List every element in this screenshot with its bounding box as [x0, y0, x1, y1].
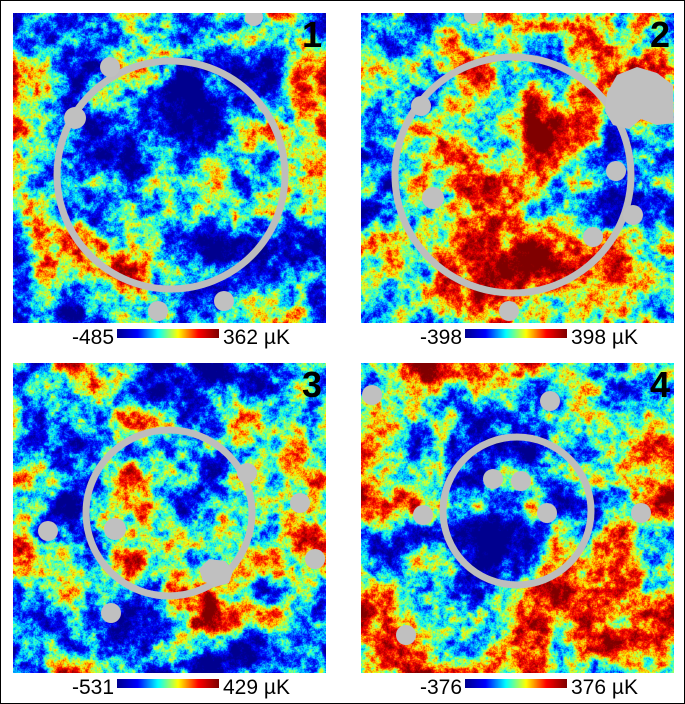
point-source-mask [606, 161, 626, 181]
panel-number: 4 [649, 364, 670, 405]
point-source-mask [237, 463, 257, 483]
colorbar-max-label: 398 µK [571, 326, 638, 349]
point-source-mask [64, 107, 86, 129]
point-source-mask [362, 385, 382, 405]
point-source-mask [537, 503, 557, 523]
point-source-mask [290, 493, 310, 513]
colorbar-gradient [117, 679, 219, 688]
colorbar-max-label: 376 µK [571, 676, 638, 699]
ring-outline [391, 53, 635, 297]
temperature-field [361, 363, 674, 673]
colorbar-min-label: -531 [71, 676, 114, 699]
colorbar-gradient [117, 329, 219, 338]
point-source-mask [245, 13, 263, 26]
ring-outline [439, 433, 595, 589]
point-source-mask [623, 205, 643, 225]
map-panel-2: 2 -398 398 µK [361, 13, 681, 351]
ring-outline [82, 426, 256, 600]
ring-outline [53, 57, 289, 293]
point-source-mask [583, 227, 603, 247]
temperature-map: 4 [361, 363, 674, 673]
galactic-mask-region [605, 67, 674, 129]
temperature-map: 2 [361, 13, 674, 323]
map-panel-4: 4 -376 376 µK [361, 363, 681, 701]
point-source-mask [411, 96, 431, 116]
mask-overlay [362, 385, 651, 645]
point-source-mask [305, 549, 325, 569]
point-source-mask [540, 391, 560, 411]
panel-number: 1 [301, 14, 322, 55]
point-source-mask [413, 505, 433, 525]
point-source-mask [631, 503, 651, 523]
map-panel-3: 3 -531 429 µK [13, 363, 333, 701]
point-source-mask [104, 518, 126, 540]
point-source-mask [199, 559, 233, 587]
map-panel-1: 1 -485 362 µK [13, 13, 333, 351]
colorbar: -531 429 µK [13, 673, 326, 701]
temperature-map: 3 [13, 363, 326, 673]
mask-overlay [53, 13, 289, 321]
colorbar-min-label: -376 [419, 676, 462, 699]
point-source-mask [101, 603, 121, 623]
colorbar-max-label: 429 µK [223, 676, 290, 699]
colorbar: -485 362 µK [13, 323, 326, 351]
mask-overlay [38, 426, 325, 623]
point-source-mask [511, 471, 531, 491]
point-source-mask [214, 291, 234, 311]
point-source-mask [396, 625, 416, 645]
point-source-mask [483, 469, 503, 489]
colorbar-gradient [465, 329, 567, 338]
colorbar: -398 398 µK [361, 323, 674, 351]
point-source-mask [148, 301, 168, 321]
colorbar-min-label: -485 [71, 326, 114, 349]
mask-overlay [391, 13, 674, 321]
point-source-mask [499, 301, 519, 321]
point-source-mask [38, 521, 58, 541]
panel-number: 3 [301, 364, 322, 405]
point-source-mask [100, 57, 120, 77]
panel-number: 2 [649, 14, 670, 55]
point-source-mask [464, 13, 482, 24]
temperature-field [13, 363, 326, 673]
colorbar-min-label: -398 [419, 326, 462, 349]
colorbar: -376 376 µK [361, 673, 674, 701]
colorbar-gradient [465, 679, 567, 688]
colorbar-max-label: 362 µK [223, 326, 290, 349]
temperature-field [13, 13, 326, 323]
point-source-mask [422, 187, 444, 209]
temperature-map: 1 [13, 13, 326, 323]
